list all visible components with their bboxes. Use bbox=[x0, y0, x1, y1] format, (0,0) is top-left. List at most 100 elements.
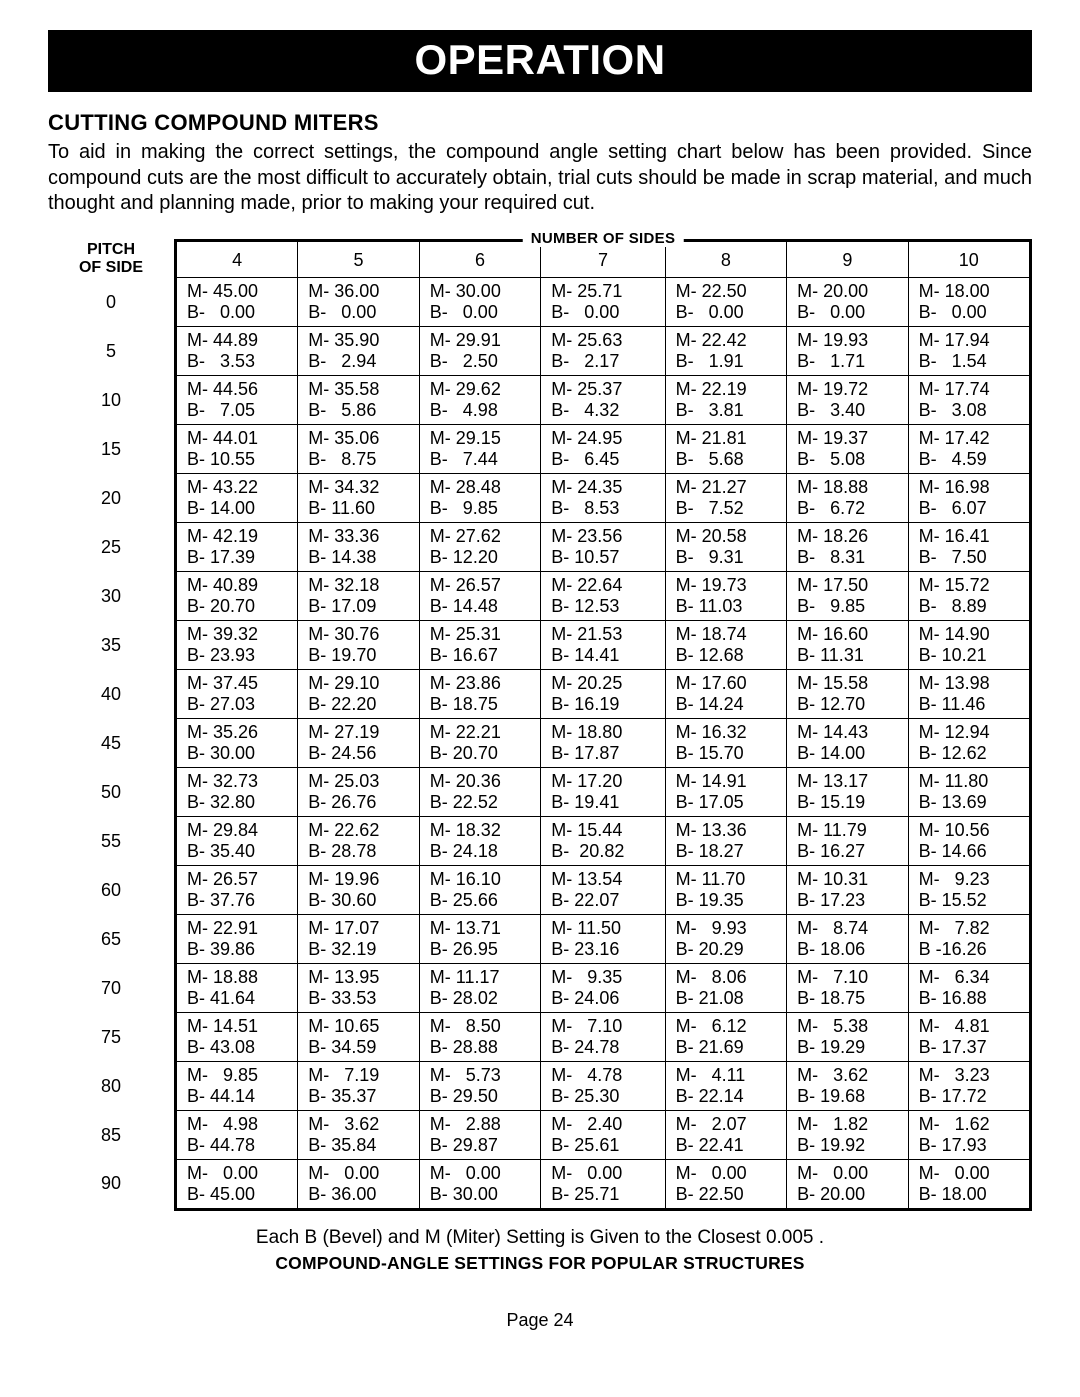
table-cell: M- 21.53 B- 14.41 bbox=[541, 620, 665, 669]
table-row: M- 44.01 B- 10.55M- 35.06 B- 8.75M- 29.1… bbox=[177, 424, 1029, 473]
table-cell: M- 7.10 B- 24.78 bbox=[541, 1012, 665, 1061]
table-cell: M- 37.45 B- 27.03 bbox=[177, 669, 298, 718]
table-row: M- 44.89 B- 3.53M- 35.90 B- 2.94M- 29.91… bbox=[177, 326, 1029, 375]
table-cell: M- 26.57 B- 14.48 bbox=[419, 571, 541, 620]
table-cell: M- 11.70 B- 19.35 bbox=[665, 865, 787, 914]
table-row: M- 0.00 B- 45.00M- 0.00 B- 36.00M- 0.00 … bbox=[177, 1159, 1029, 1208]
table-cell: M- 19.73 B- 11.03 bbox=[665, 571, 787, 620]
table-cell: M- 36.00 B- 0.00 bbox=[298, 277, 420, 326]
table-cell: M- 18.88 B- 41.64 bbox=[177, 963, 298, 1012]
table-cell: M- 9.35 B- 24.06 bbox=[541, 963, 665, 1012]
table-cell: M- 3.62 B- 19.68 bbox=[787, 1061, 909, 1110]
caption-title: COMPOUND-ANGLE SETTINGS FOR POPULAR STRU… bbox=[48, 1253, 1032, 1274]
table-cell: M- 11.50 B- 23.16 bbox=[541, 914, 665, 963]
table-cell: M- 24.95 B- 6.45 bbox=[541, 424, 665, 473]
table-cell: M- 0.00 B- 30.00 bbox=[419, 1159, 541, 1208]
table-cell: M- 45.00 B- 0.00 bbox=[177, 277, 298, 326]
table-cell: M- 40.89 B- 20.70 bbox=[177, 571, 298, 620]
table-cell: M- 14.91 B- 17.05 bbox=[665, 767, 787, 816]
pitch-value: 80 bbox=[48, 1062, 174, 1111]
table-cell: M- 10.65 B- 34.59 bbox=[298, 1012, 420, 1061]
table-cell: M- 23.86 B- 18.75 bbox=[419, 669, 541, 718]
table-row: M- 4.98 B- 44.78M- 3.62 B- 35.84M- 2.88 … bbox=[177, 1110, 1029, 1159]
table-row: M- 26.57 B- 37.76M- 19.96 B- 30.60M- 16.… bbox=[177, 865, 1029, 914]
section-heading: CUTTING COMPOUND MITERS bbox=[48, 110, 1032, 136]
pitch-value: 55 bbox=[48, 817, 174, 866]
table-cell: M- 21.81 B- 5.68 bbox=[665, 424, 787, 473]
table-cell: M- 2.40 B- 25.61 bbox=[541, 1110, 665, 1159]
table-cell: M- 14.43 B- 14.00 bbox=[787, 718, 909, 767]
column-header: 9 bbox=[787, 242, 909, 278]
table-cell: M- 35.58 B- 5.86 bbox=[298, 375, 420, 424]
table-cell: M- 6.34 B- 16.88 bbox=[908, 963, 1029, 1012]
table-cell: M- 5.73 B- 29.50 bbox=[419, 1061, 541, 1110]
table-cell: M- 25.03 B- 26.76 bbox=[298, 767, 420, 816]
table-cell: M- 25.37 B- 4.32 bbox=[541, 375, 665, 424]
table-cell: M- 29.91 B- 2.50 bbox=[419, 326, 541, 375]
table-cell: M- 0.00 B- 45.00 bbox=[177, 1159, 298, 1208]
table-cell: M- 16.10 B- 25.66 bbox=[419, 865, 541, 914]
table-cell: M- 19.93 B- 1.71 bbox=[787, 326, 909, 375]
table-cell: M- 0.00 B- 22.50 bbox=[665, 1159, 787, 1208]
table-cell: M- 10.56 B- 14.66 bbox=[908, 816, 1029, 865]
table-cell: M- 44.89 B- 3.53 bbox=[177, 326, 298, 375]
table-cell: M- 17.50 B- 9.85 bbox=[787, 571, 909, 620]
table-cell: M- 23.56 B- 10.57 bbox=[541, 522, 665, 571]
table-row: M- 43.22 B- 14.00M- 34.32 B- 11.60M- 28.… bbox=[177, 473, 1029, 522]
table-cell: M- 17.94 B- 1.54 bbox=[908, 326, 1029, 375]
table-cell: M- 13.17 B- 15.19 bbox=[787, 767, 909, 816]
table-cell: M- 11.17 B- 28.02 bbox=[419, 963, 541, 1012]
pitch-value: 25 bbox=[48, 523, 174, 572]
table-cell: M- 25.63 B- 2.17 bbox=[541, 326, 665, 375]
table-cell: M- 35.06 B- 8.75 bbox=[298, 424, 420, 473]
pitch-value: 35 bbox=[48, 621, 174, 670]
table-cell: M- 16.41 B- 7.50 bbox=[908, 522, 1029, 571]
table-cell: M- 29.84 B- 35.40 bbox=[177, 816, 298, 865]
table-cell: M- 17.42 B- 4.59 bbox=[908, 424, 1029, 473]
pitch-value: 20 bbox=[48, 474, 174, 523]
table-row: M- 44.56 B- 7.05M- 35.58 B- 5.86M- 29.62… bbox=[177, 375, 1029, 424]
body-text: To aid in making the correct settings, t… bbox=[48, 140, 1032, 217]
number-of-sides-box: NUMBER OF SIDES 45678910M- 45.00 B- 0.00… bbox=[174, 239, 1032, 1211]
table-cell: M- 29.15 B- 7.44 bbox=[419, 424, 541, 473]
table-cell: M- 21.27 B- 7.52 bbox=[665, 473, 787, 522]
table-row: M- 9.85 B- 44.14M- 7.19 B- 35.37M- 5.73 … bbox=[177, 1061, 1029, 1110]
table-cell: M- 19.72 B- 3.40 bbox=[787, 375, 909, 424]
table-cell: M- 32.73 B- 32.80 bbox=[177, 767, 298, 816]
table-cell: M- 9.85 B- 44.14 bbox=[177, 1061, 298, 1110]
table-row: M- 29.84 B- 35.40M- 22.62 B- 28.78M- 18.… bbox=[177, 816, 1029, 865]
table-cell: M- 29.62 B- 4.98 bbox=[419, 375, 541, 424]
table-cell: M- 13.98 B- 11.46 bbox=[908, 669, 1029, 718]
table-cell: M- 7.10 B- 18.75 bbox=[787, 963, 909, 1012]
table-cell: M- 27.62 B- 12.20 bbox=[419, 522, 541, 571]
table-cell: M- 18.88 B- 6.72 bbox=[787, 473, 909, 522]
table-cell: M- 6.12 B- 21.69 bbox=[665, 1012, 787, 1061]
table-cell: M- 18.74 B- 12.68 bbox=[665, 620, 787, 669]
table-cell: M- 0.00 B- 36.00 bbox=[298, 1159, 420, 1208]
table-cell: M- 5.38 B- 19.29 bbox=[787, 1012, 909, 1061]
pitch-value: 90 bbox=[48, 1160, 174, 1209]
pitch-value: 50 bbox=[48, 768, 174, 817]
compound-miter-table: 45678910M- 45.00 B- 0.00M- 36.00 B- 0.00… bbox=[177, 242, 1029, 1208]
table-cell: M- 33.36 B- 14.38 bbox=[298, 522, 420, 571]
table-cell: M- 22.19 B- 3.81 bbox=[665, 375, 787, 424]
table-cell: M- 34.32 B- 11.60 bbox=[298, 473, 420, 522]
table-row: M- 22.91 B- 39.86M- 17.07 B- 32.19M- 13.… bbox=[177, 914, 1029, 963]
table-cell: M- 20.00 B- 0.00 bbox=[787, 277, 909, 326]
pitch-value: 45 bbox=[48, 719, 174, 768]
table-cell: M- 13.71 B- 26.95 bbox=[419, 914, 541, 963]
table-cell: M- 7.82 B -16.26 bbox=[908, 914, 1029, 963]
table-cell: M- 8.06 B- 21.08 bbox=[665, 963, 787, 1012]
table-cell: M- 22.21 B- 20.70 bbox=[419, 718, 541, 767]
pitch-header: PITCH OF SIDE bbox=[48, 239, 174, 278]
table-row: M- 45.00 B- 0.00M- 36.00 B- 0.00M- 30.00… bbox=[177, 277, 1029, 326]
table-cell: M- 24.35 B- 8.53 bbox=[541, 473, 665, 522]
table-cell: M- 13.54 B- 22.07 bbox=[541, 865, 665, 914]
table-cell: M- 3.62 B- 35.84 bbox=[298, 1110, 420, 1159]
table-row: M- 32.73 B- 32.80M- 25.03 B- 26.76M- 20.… bbox=[177, 767, 1029, 816]
column-header: 10 bbox=[908, 242, 1029, 278]
table-cell: M- 22.50 B- 0.00 bbox=[665, 277, 787, 326]
sides-legend: NUMBER OF SIDES bbox=[523, 230, 684, 247]
table-cell: M- 0.00 B- 18.00 bbox=[908, 1159, 1029, 1208]
table-cell: M- 15.44 B- 20.82 bbox=[541, 816, 665, 865]
